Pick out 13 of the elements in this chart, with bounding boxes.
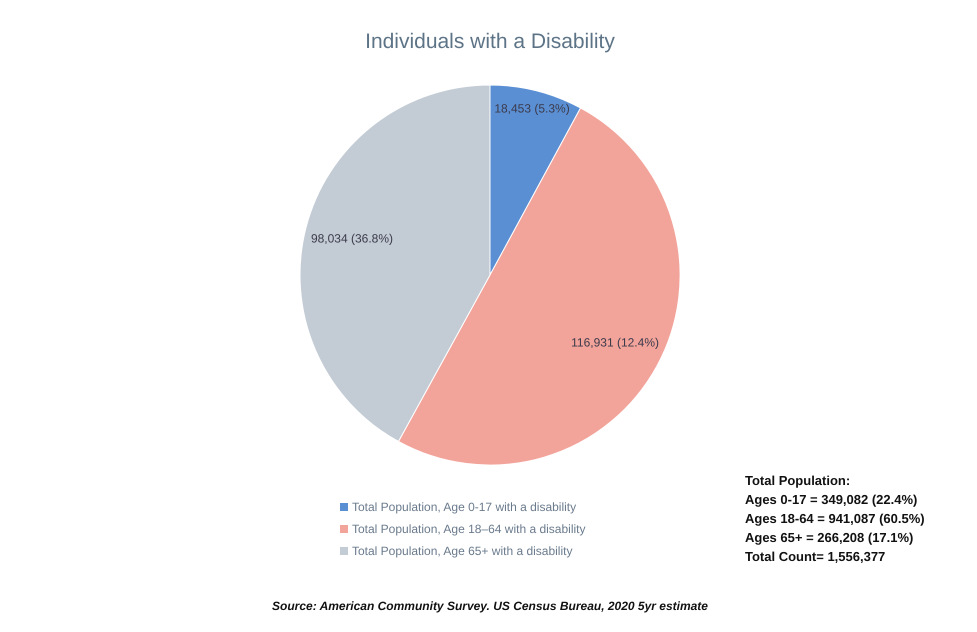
source-note: Source: American Community Survey. US Census Bureau, 2020 5yr estimate: [272, 599, 708, 613]
data-label: 116,931 (12.4%): [571, 335, 659, 350]
text: Total Population:: [745, 473, 850, 488]
text: Total Count= 1,556,377: [745, 549, 886, 564]
text: Ages 18-64 = 941,087 (60.5%): [745, 511, 925, 526]
data-label: 18,453 (5.3%): [494, 101, 570, 116]
legend-label: Total Population, Age 0-17 with a disability: [352, 500, 576, 514]
legend-label: Total Population, Age 18–64 with a disability: [352, 522, 586, 536]
text: Ages 65+ = 266,208 (17.1%): [745, 530, 914, 545]
data-label: 98,034 (36.8%): [310, 232, 394, 246]
legend-label: Total Population, Age 65+ with a disability: [352, 544, 572, 558]
text: Ages 0-17 = 349,082 (22.4%): [745, 492, 918, 507]
chart-title: Individuals with a Disability: [365, 30, 616, 53]
